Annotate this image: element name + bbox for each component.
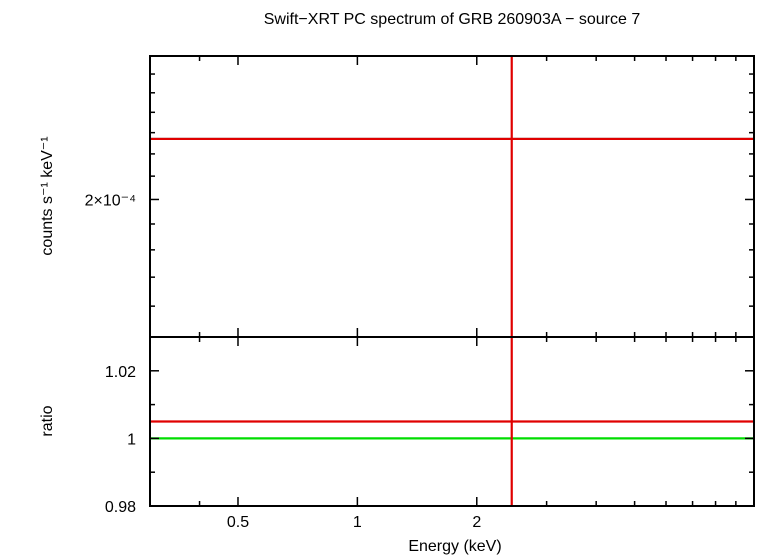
x-tick-label: 0.5 xyxy=(227,514,249,531)
x-tick-label: 2 xyxy=(472,514,481,531)
x-axis-label: Energy (keV) xyxy=(408,538,501,555)
ratio-y-axis-label: ratio xyxy=(39,405,56,436)
spectrum-panel-frame xyxy=(149,55,755,338)
ratio-panel-frame xyxy=(149,336,755,507)
x-tick-label: 1 xyxy=(353,514,362,531)
spectrum-y-tick-label: 2×10⁻⁴ xyxy=(85,192,136,209)
ratio-y-tick-label: 1.02 xyxy=(105,364,136,381)
chart-title: Swift−XRT PC spectrum of GRB 260903A − s… xyxy=(264,11,641,28)
ratio-y-tick-label: 1 xyxy=(127,431,136,448)
spectrum-y-axis-label: counts s⁻¹ keV⁻¹ xyxy=(39,136,56,255)
ratio-y-tick-label: 0.98 xyxy=(105,499,136,516)
